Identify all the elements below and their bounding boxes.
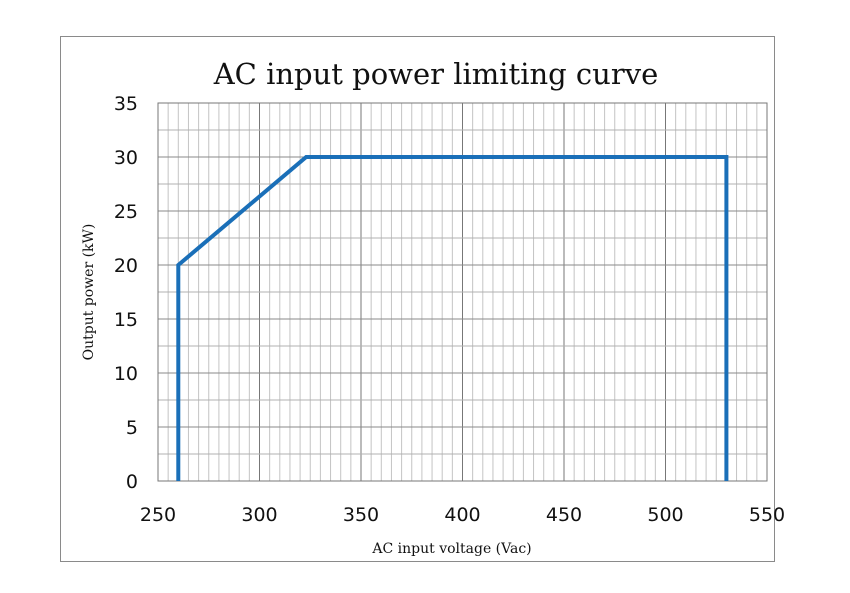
y-tick-label: 20 [114, 255, 138, 277]
x-tick-label: 500 [647, 504, 683, 526]
x-tick-label: 400 [444, 504, 480, 526]
y-tick-label: 0 [126, 471, 138, 493]
y-tick-label: 15 [114, 309, 138, 331]
x-tick-label: 350 [343, 504, 379, 526]
x-axis-label: AC input voltage (Vac) [371, 541, 531, 557]
series-line [176, 155, 729, 481]
y-tick-label: 5 [126, 417, 138, 439]
y-tick-label: 30 [114, 147, 138, 169]
y-axis-label: Output power (kW) [81, 224, 97, 361]
y-tick-label: 25 [114, 201, 138, 223]
y-tick-label: 35 [114, 93, 138, 115]
chart-frame [60, 36, 775, 562]
x-tick-label: 250 [140, 504, 176, 526]
x-tick-label: 450 [546, 504, 582, 526]
chart-title: AC input power limiting curve [213, 57, 659, 91]
x-tick-label: 550 [749, 504, 785, 526]
x-tick-label: 300 [241, 504, 277, 526]
y-tick-label: 10 [114, 363, 138, 385]
plot-area-border [157, 102, 768, 482]
